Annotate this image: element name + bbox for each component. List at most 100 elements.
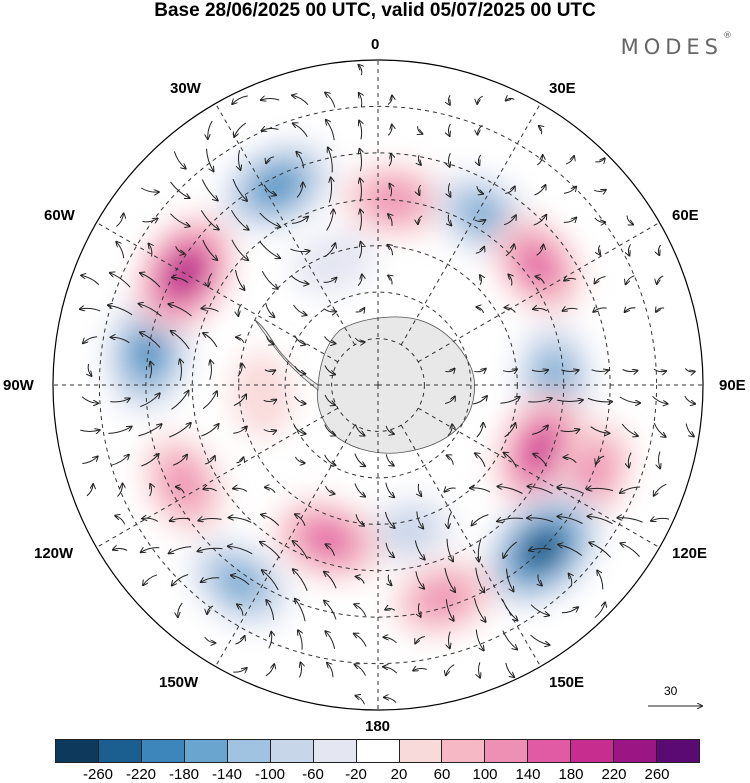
wind-vector — [110, 398, 129, 402]
lon-label-90w: 90W — [3, 377, 34, 394]
wind-vector — [175, 246, 185, 253]
wind-vector — [587, 397, 612, 402]
wind-vector — [202, 308, 219, 312]
wind-vector — [180, 359, 182, 381]
colorbar-swatch — [614, 740, 658, 762]
wind-vector — [150, 362, 152, 379]
wind-vector — [503, 541, 517, 558]
colorbar — [55, 739, 700, 763]
wind-vector — [169, 423, 191, 438]
wind-vector — [597, 571, 604, 590]
wind-vector — [328, 148, 333, 173]
wind-vector — [445, 599, 453, 620]
wind-vector — [558, 545, 583, 556]
wind-vector — [470, 488, 491, 493]
wind-vector — [291, 275, 309, 284]
wind-vector — [447, 455, 454, 465]
wind-vector — [626, 275, 635, 285]
wind-vector — [206, 148, 214, 172]
wind-vector — [598, 244, 600, 255]
colorbar-swatch — [399, 740, 443, 762]
wind-vector — [324, 336, 336, 344]
wind-vector — [263, 430, 276, 432]
wind-vector — [354, 424, 364, 435]
wind-vector — [418, 126, 423, 134]
wind-vector — [505, 308, 516, 313]
wind-vector — [388, 574, 391, 585]
wind-vector — [201, 179, 217, 201]
wind-vector — [476, 186, 483, 194]
wind-vector — [263, 184, 276, 195]
wind-vector — [563, 187, 576, 194]
colorbar-tick-label: 180 — [558, 766, 584, 783]
wind-vector — [359, 242, 361, 259]
wind-vector — [108, 427, 131, 434]
wind-vector — [327, 663, 334, 678]
lon-label-120w: 120W — [34, 545, 74, 562]
wind-vector — [506, 568, 514, 592]
wind-vector — [448, 152, 450, 167]
wind-vector — [444, 488, 456, 492]
wind-vector — [620, 543, 640, 558]
wind-vector — [262, 570, 279, 591]
lon-label-30e: 30E — [549, 80, 576, 97]
wind-vector — [503, 215, 516, 226]
wind-vector — [480, 275, 482, 286]
wind-vector — [384, 697, 397, 703]
wind-vector — [557, 487, 583, 494]
wind-vector — [596, 455, 605, 464]
wind-vector — [653, 422, 665, 437]
wind-vector — [356, 696, 365, 705]
wind-vector — [448, 631, 450, 649]
colorbar-tick-label: -60 — [302, 766, 324, 783]
wind-vector — [198, 548, 223, 551]
wind-vector — [324, 601, 337, 620]
wind-vector — [111, 455, 129, 466]
latitude-circle — [98, 105, 658, 665]
wind-vector — [204, 636, 216, 643]
brand-logo: MODES® — [621, 31, 732, 59]
wind-vector — [236, 457, 244, 464]
wind-vector — [385, 425, 394, 434]
wind-vector — [472, 514, 489, 526]
wind-vector — [261, 99, 280, 101]
wind-vector — [293, 425, 305, 434]
wind-vector — [293, 396, 305, 403]
wind-vector — [505, 662, 514, 677]
wind-vector — [169, 546, 192, 554]
wind-vector — [231, 239, 248, 260]
wind-vector — [475, 629, 483, 651]
wind-vector — [418, 603, 420, 617]
anomaly-contour — [165, 462, 202, 506]
wind-vector — [355, 308, 365, 312]
wind-vector — [170, 181, 190, 198]
wind-vector — [354, 604, 367, 617]
wind-vector — [385, 542, 394, 557]
wind-vector — [475, 453, 486, 467]
wind-vector — [389, 184, 391, 197]
wind-vector — [324, 243, 336, 258]
wind-vector — [149, 244, 152, 257]
wind-vector — [387, 96, 392, 105]
meridian — [96, 222, 339, 363]
lon-label-180: 180 — [365, 718, 391, 735]
wind-vector — [532, 426, 548, 435]
wind-vector — [236, 337, 245, 344]
wind-vector — [200, 210, 218, 229]
wind-vector — [238, 149, 240, 170]
wind-vector — [237, 604, 244, 616]
wind-vector — [324, 365, 335, 375]
wind-vector — [266, 156, 275, 164]
wind-vector — [685, 423, 694, 437]
wind-vector — [475, 567, 485, 593]
wind-vector — [448, 123, 450, 136]
wind-vector — [326, 210, 334, 231]
wind-vector — [263, 400, 277, 402]
wind-vector — [115, 516, 126, 525]
wind-vector — [384, 637, 397, 644]
wind-vector — [233, 668, 246, 672]
colorbar-swatch — [528, 740, 572, 762]
wind-vector — [508, 275, 511, 286]
wind-vector — [504, 423, 516, 438]
wind-vector — [235, 636, 244, 645]
